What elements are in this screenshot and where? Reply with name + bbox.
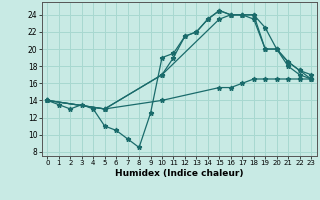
X-axis label: Humidex (Indice chaleur): Humidex (Indice chaleur) <box>115 169 244 178</box>
